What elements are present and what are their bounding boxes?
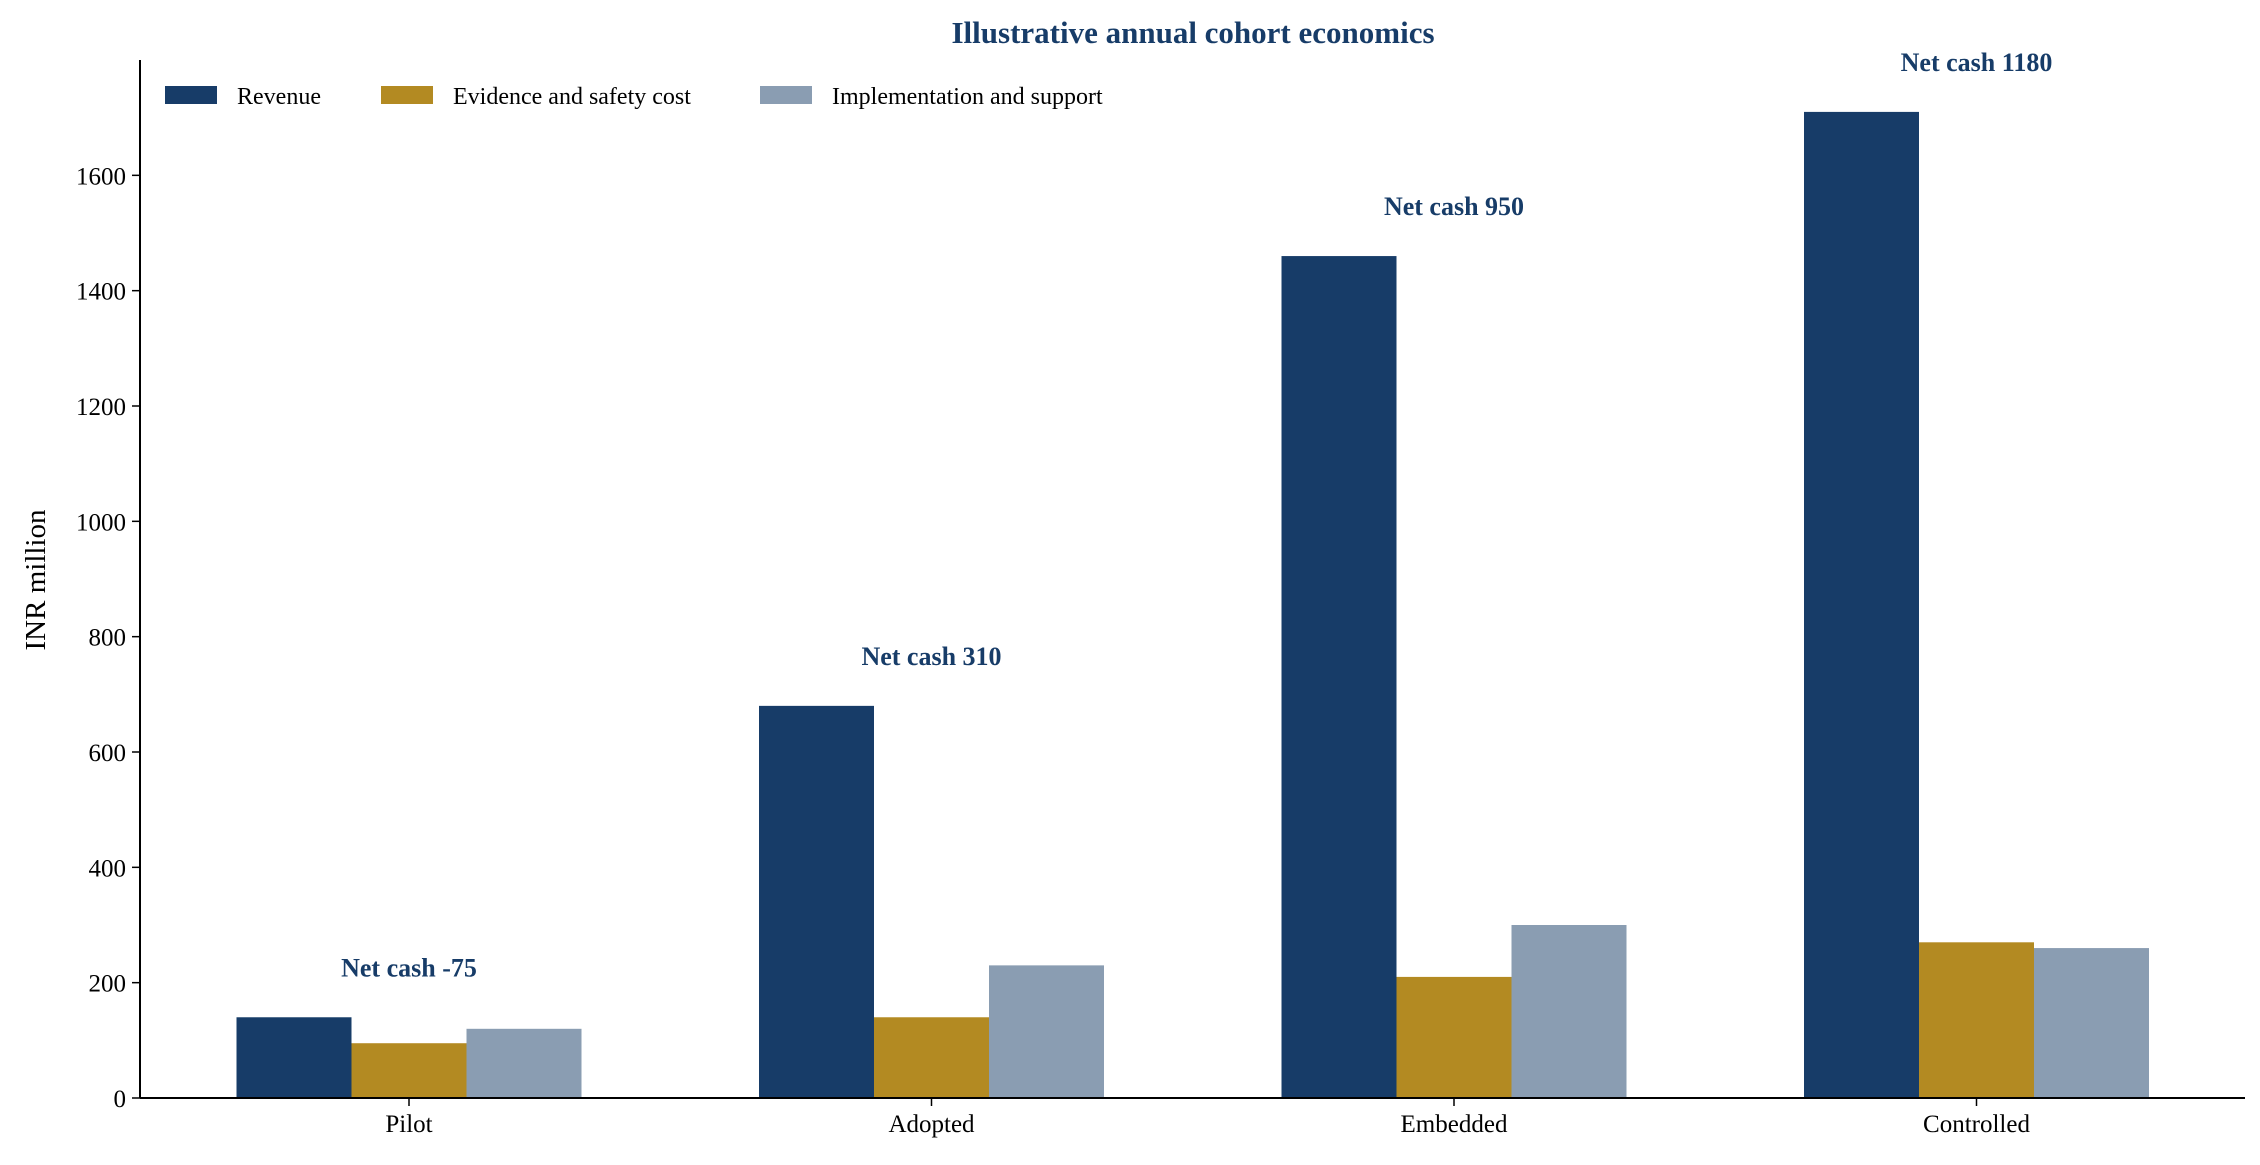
x-tick-label: Embedded bbox=[1401, 1111, 1508, 1138]
legend-label: Evidence and safety cost bbox=[453, 84, 691, 110]
net-cash-annotation: Net cash 950 bbox=[1384, 192, 1524, 221]
y-axis-title: INR million bbox=[20, 509, 52, 650]
y-tick-label: 400 bbox=[89, 855, 127, 882]
y-tick-label: 800 bbox=[89, 625, 127, 652]
y-tick-label: 1400 bbox=[76, 279, 126, 306]
legend-swatch bbox=[381, 86, 433, 104]
net-cash-annotation: Net cash 1180 bbox=[1901, 48, 2053, 77]
bar-pilot-revenue bbox=[236, 1017, 352, 1098]
x-tick-label: Pilot bbox=[385, 1111, 432, 1138]
y-tick-label: 200 bbox=[89, 971, 127, 998]
x-tick-label: Adopted bbox=[888, 1111, 975, 1138]
bar-controlled-revenue bbox=[1804, 111, 1919, 1098]
net-cash-annotation: Net cash 310 bbox=[861, 642, 1001, 671]
legend: Revenue Evidence and safety cost Implement… bbox=[165, 84, 1103, 110]
chart-title: Illustrative annual cohort economics bbox=[951, 15, 1434, 50]
net-cash-annotation: Net cash -75 bbox=[341, 953, 477, 982]
legend-swatch bbox=[760, 86, 812, 104]
bar-embedded-evidence-and-safety-cost bbox=[1396, 976, 1512, 1098]
bar-adopted-revenue bbox=[759, 705, 874, 1098]
y-tick-label: 1200 bbox=[76, 394, 126, 421]
y-tick-label: 1600 bbox=[76, 163, 126, 190]
bar-controlled-evidence-and-safety-cost bbox=[1919, 942, 2034, 1098]
bar-adopted-implementation-and-support bbox=[989, 965, 1104, 1098]
bar-pilot-evidence-and-safety-cost bbox=[351, 1043, 467, 1098]
bar-embedded-implementation-and-support bbox=[1511, 925, 1627, 1098]
legend-label: Revenue bbox=[237, 84, 321, 110]
x-tick-label: Controlled bbox=[1923, 1111, 2030, 1138]
bar-embedded-revenue bbox=[1281, 256, 1397, 1099]
plot-area: Net cash -75 Pilot Net cash 310 Adopted Net … bbox=[76, 48, 2245, 1138]
bar-controlled-implementation-and-support bbox=[2034, 948, 2149, 1098]
legend-swatch bbox=[165, 86, 217, 104]
bar-adopted-evidence-and-safety-cost bbox=[874, 1017, 989, 1098]
y-tick-label: 600 bbox=[89, 740, 127, 767]
y-tick-label: 0 bbox=[114, 1086, 127, 1113]
legend-label: Implementation and support bbox=[832, 84, 1103, 110]
bar-pilot-implementation-and-support bbox=[466, 1028, 582, 1098]
y-tick-label: 1000 bbox=[76, 509, 126, 536]
